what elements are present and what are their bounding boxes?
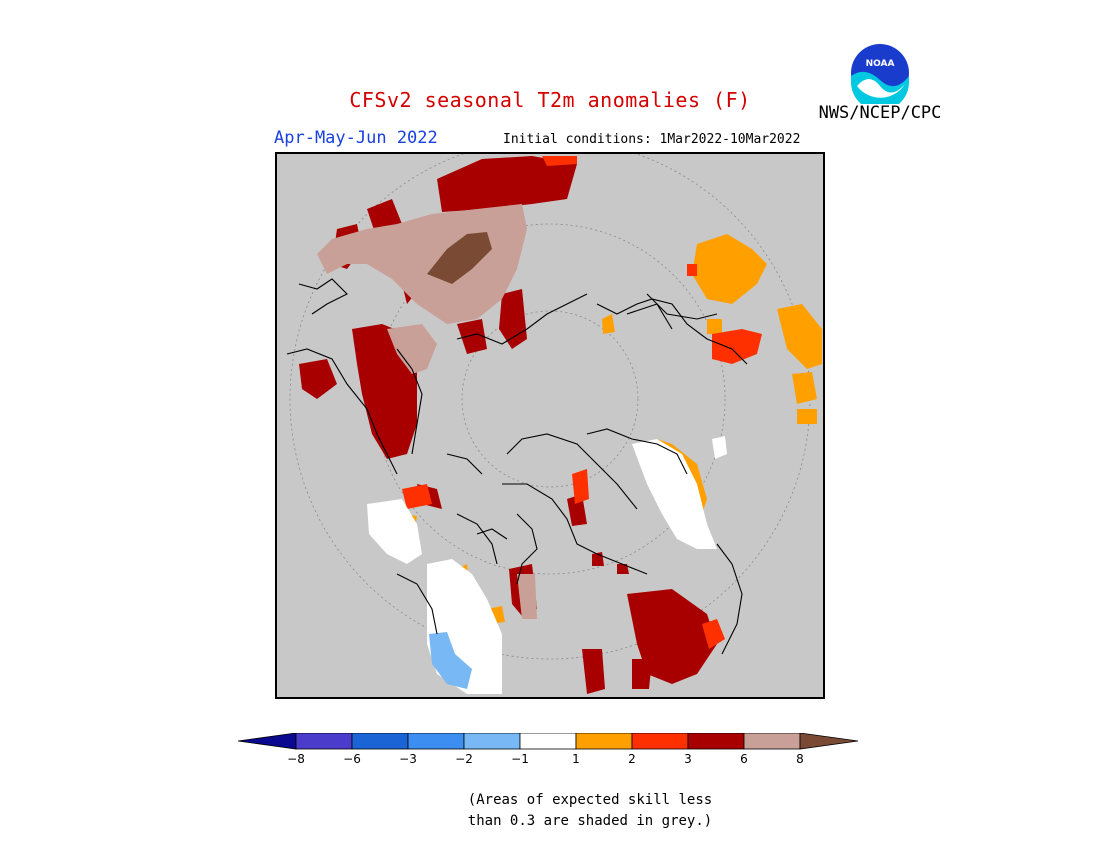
legend-tick: 1 bbox=[572, 752, 580, 766]
legend-tick: −1 bbox=[511, 752, 529, 766]
anomaly-warm-gt8 bbox=[427, 232, 492, 284]
legend-tick: 6 bbox=[740, 752, 748, 766]
legend-bin-0 bbox=[237, 732, 297, 750]
legend-bin-8 bbox=[687, 732, 745, 750]
initial-conditions-label: Initial conditions: 1Mar2022-10Mar2022 bbox=[503, 132, 801, 147]
legend-bin-2 bbox=[351, 732, 409, 750]
legend-tick: −3 bbox=[399, 752, 417, 766]
skill-note-line-1: (Areas of expected skill less bbox=[467, 792, 713, 808]
legend-tick: −8 bbox=[287, 752, 305, 766]
legend-bin-9 bbox=[743, 732, 801, 750]
legend-bin-4 bbox=[463, 732, 521, 750]
skill-note: (Areas of expected skill less than 0.3 a… bbox=[440, 790, 740, 832]
legend-bin-6 bbox=[575, 732, 633, 750]
polar-map bbox=[275, 152, 825, 699]
coastlines bbox=[286, 278, 748, 655]
logo: NOAA bbox=[849, 42, 911, 111]
legend-tick: 2 bbox=[628, 752, 636, 766]
legend-tick: 8 bbox=[796, 752, 804, 766]
anomaly-warm-2-3 bbox=[402, 156, 762, 649]
anomaly-cool-1-2 bbox=[429, 632, 472, 689]
season-label: Apr-May-Jun 2022 bbox=[274, 128, 438, 148]
logo-text: NOAA bbox=[866, 59, 895, 69]
agency-label: NWS/NCEP/CPC bbox=[818, 103, 942, 123]
chart-title: CFSv2 seasonal T2m anomalies (F) bbox=[349, 88, 751, 112]
legend-bin-5 bbox=[519, 732, 577, 750]
skill-note-line-2: than 0.3 are shaded in grey.) bbox=[467, 813, 713, 829]
legend-tick: −6 bbox=[343, 752, 361, 766]
legend-colorbar bbox=[237, 732, 862, 753]
legend-bin-1 bbox=[295, 732, 353, 750]
legend-tick: −2 bbox=[455, 752, 473, 766]
legend-bin-7 bbox=[631, 732, 689, 750]
legend-bin-10 bbox=[799, 732, 859, 750]
legend-bin-3 bbox=[407, 732, 465, 750]
legend-tick: 3 bbox=[684, 752, 692, 766]
